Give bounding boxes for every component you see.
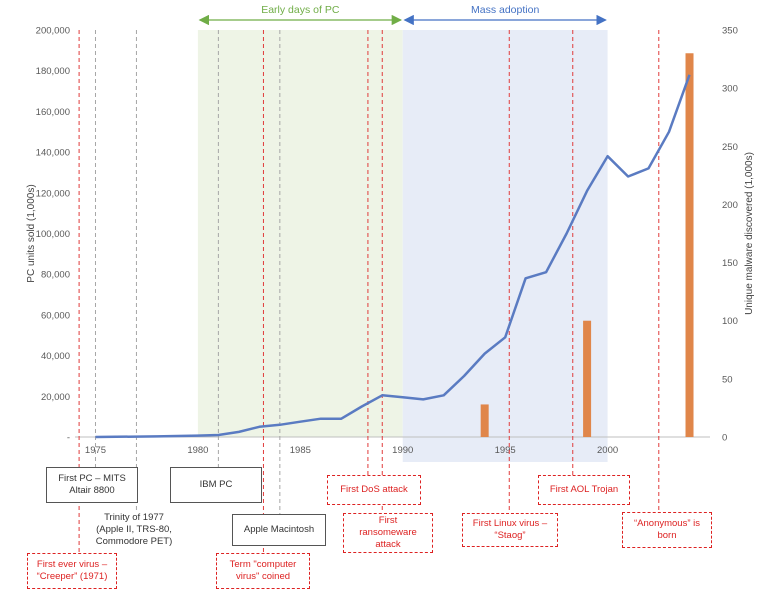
malware-bar — [480, 404, 489, 437]
y-right-tick-label: 50 — [722, 374, 733, 385]
period-label: Mass adoption — [471, 4, 539, 16]
y-right-tick-label: 250 — [722, 142, 738, 153]
malware-bar — [685, 53, 694, 437]
y-right-tick-label: 100 — [722, 316, 738, 327]
event-annotation: First AOL Trojan — [538, 475, 630, 505]
y-right-tick-label: 350 — [722, 26, 738, 37]
x-tick-label: 1980 — [187, 445, 208, 456]
y-tick-label: 100,000 — [36, 229, 70, 240]
y-right-tick-label: 150 — [722, 258, 738, 269]
y-right-axis-title: Unique malware discovered (1,000s) — [744, 152, 755, 315]
event-annotation: First Linux virus – “Staog” — [462, 513, 558, 547]
malware-bar — [583, 320, 592, 437]
y-tick-label: 200,000 — [36, 26, 70, 37]
event-annotation: “Anonymous” is born — [622, 512, 712, 548]
y-tick-label: 160,000 — [36, 107, 70, 118]
event-annotation: IBM PC — [170, 467, 262, 503]
event-annotation: First ever virus – “Creeper” (1971) — [27, 553, 117, 589]
event-annotation: Apple Macintosh — [232, 514, 326, 546]
y-tick-label: 80,000 — [41, 270, 70, 281]
y-tick-label: 120,000 — [36, 188, 70, 199]
event-annotation: Trinity of 1977 (Apple II, TRS-80, Commo… — [95, 512, 173, 547]
y-tick-label: 60,000 — [41, 310, 70, 321]
x-tick-label: 1990 — [392, 445, 413, 456]
event-annotation: First PC – MITS Altair 8800 — [46, 467, 138, 503]
y-axis-title: PC units sold (1,000s) — [26, 184, 37, 282]
y-tick-label: 40,000 — [41, 351, 70, 362]
event-annotation: First DoS attack — [327, 475, 421, 505]
y-tick-label: - — [67, 433, 70, 444]
period-band — [402, 30, 608, 462]
event-annotation: Term "computer virus" coined — [216, 553, 310, 589]
x-tick-label: 2000 — [597, 445, 618, 456]
event-annotation: First ransomeware attack — [343, 513, 433, 553]
x-tick-label: 1985 — [290, 445, 311, 456]
y-tick-label: 140,000 — [36, 148, 70, 159]
period-band — [197, 30, 403, 437]
y-right-tick-label: 300 — [722, 84, 738, 95]
y-right-tick-label: 0 — [722, 433, 727, 444]
y-right-tick-label: 200 — [722, 200, 738, 211]
pc-sales-line — [95, 74, 691, 439]
y-tick-label: 180,000 — [36, 66, 70, 77]
period-label: Early days of PC — [261, 4, 340, 16]
x-tick-label: 1995 — [495, 445, 516, 456]
y-tick-label: 20,000 — [41, 392, 70, 403]
